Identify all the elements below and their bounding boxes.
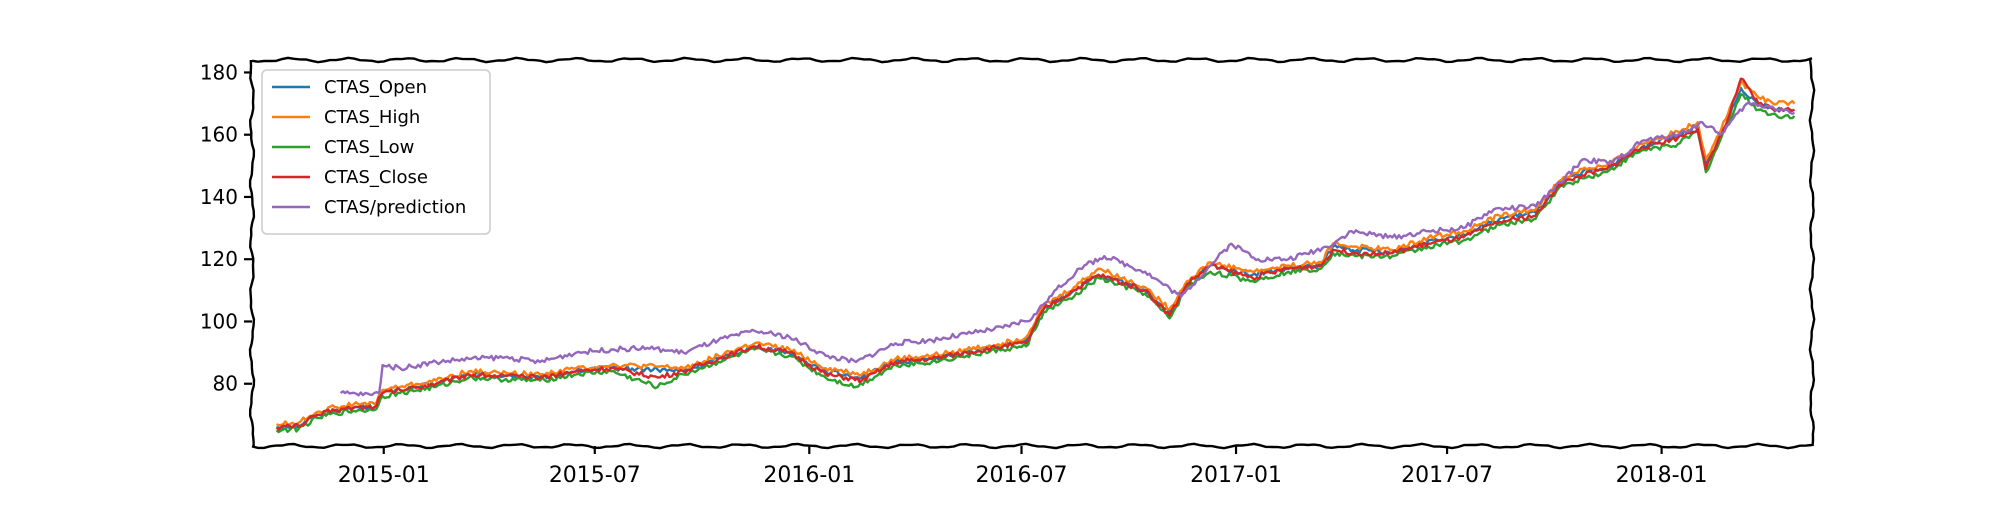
series-layer [275,77,1796,434]
legend: CTAS_Open CTAS_High CTAS_Low CTAS_Close CTAS… [261,69,491,235]
x-tick-label: 2016-01 [763,463,855,488]
legend-label: CTAS_Low [324,137,414,158]
legend-label: CTAS_High [324,107,420,128]
axes: 80 100 120 140 160 180 2015-01 2015-07 2016-01 20… [200,60,1708,488]
y-tick-label: 120 [200,247,238,271]
x-tick-label: 2016-07 [976,463,1068,488]
x-tick-label: 2015-07 [549,463,641,488]
series-line-ctas-prediction [339,101,1795,397]
series-line-ctas-open [276,86,1795,430]
y-tick-label: 80 [213,372,238,396]
x-tick-label: 2017-01 [1190,463,1282,488]
legend-label: CTAS_Open [324,77,427,98]
series-line-ctas-high [276,80,1796,427]
legend-label: CTAS/prediction [324,197,466,218]
series-line-ctas-close [275,77,1795,431]
x-tick-label: 2017-07 [1401,463,1493,488]
y-tick-label: 100 [200,309,238,333]
legend-box [261,69,491,235]
x-tick-label: 2015-01 [338,463,430,488]
series-line-ctas-low [275,93,1796,434]
legend-label: CTAS_Close [324,167,428,188]
x-tick-label: 2018-01 [1616,463,1708,488]
y-tick-label: 160 [200,123,238,147]
y-tick-label: 180 [200,60,238,84]
y-tick-label: 140 [200,185,238,209]
plot-frame [248,56,1816,450]
